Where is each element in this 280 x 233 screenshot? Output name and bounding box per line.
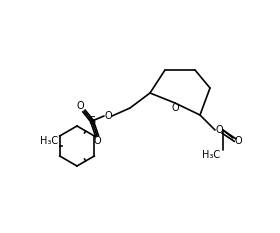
Text: O: O bbox=[93, 136, 101, 146]
Text: H₃C: H₃C bbox=[40, 136, 58, 146]
Text: H₃C: H₃C bbox=[202, 150, 220, 160]
Text: S: S bbox=[88, 116, 95, 126]
Text: O: O bbox=[215, 125, 223, 135]
Text: O: O bbox=[234, 136, 242, 146]
Text: O: O bbox=[76, 101, 84, 111]
Text: O: O bbox=[171, 103, 179, 113]
Text: O: O bbox=[104, 111, 112, 121]
